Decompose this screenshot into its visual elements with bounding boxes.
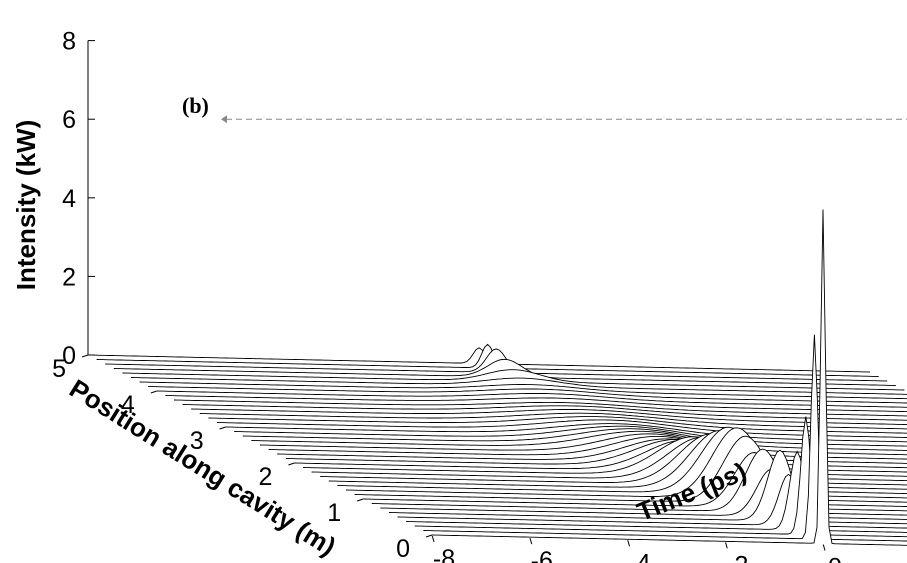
y-tick [357,498,364,502]
x-tick [822,543,826,551]
y-tick [288,462,295,466]
x-tick-label: -2 [726,551,748,563]
y-tick [150,390,157,394]
trace-line [371,448,907,516]
trace-line [234,425,907,447]
trace-line [302,436,907,482]
x-tick [529,536,533,545]
trace-line [259,433,907,460]
trace-line [397,473,907,529]
y-tick-label: 0 [396,535,410,563]
trace-line [251,430,907,456]
y-tick-label: 1 [327,499,341,527]
x-tick-label: -8 [433,545,455,563]
trace-line [388,449,907,525]
trace-line [225,423,907,443]
z-axis-title: Intensity (kW) [11,120,41,290]
y-tick-label: 5 [52,355,66,383]
trace-39 [423,334,907,543]
x-tick-label: -4 [628,549,650,563]
trace-line [199,412,907,430]
z-tick-label: 0 [62,342,76,370]
trace-line [345,427,907,503]
y-tick [425,534,433,538]
reference-line-group [221,115,907,124]
z-tick-label: 8 [62,28,76,56]
trace-40 [431,209,907,547]
y-tick [81,354,89,358]
trace-line [191,408,907,426]
x-tick-label: -6 [531,547,553,563]
trace-line [182,404,907,421]
trace-line [87,347,871,373]
trace-line [431,209,907,546]
y-tick-label: 2 [258,463,272,491]
y-tick-label: 4 [121,391,135,419]
trace-line [148,386,907,404]
trace-line [277,438,907,469]
trace-line [96,343,879,377]
z-tick-label: 2 [62,263,76,291]
trace-37 [406,450,907,534]
x-tick [724,541,728,549]
trace-fill [397,474,907,530]
reference-marker [221,115,227,124]
z-tick-label: 4 [62,185,76,213]
trace-line [216,419,907,438]
trace-line [156,390,907,408]
x-tick [431,534,435,543]
trace-line [406,450,907,533]
y-tick-label: 3 [190,427,204,455]
trace-line [423,334,907,542]
trace-line [113,358,896,386]
trace-line [139,381,907,400]
trace-line [122,369,905,391]
trace-line [337,426,907,499]
z-tick-label: 6 [62,106,76,134]
trace-line [414,416,907,538]
trace-line [242,428,907,451]
trace-line [268,435,907,464]
x-tick-label: 0 [828,554,842,563]
traces-group [87,209,907,547]
trace-line [363,452,907,512]
trace-line [130,377,907,395]
trace-line [354,435,907,507]
x-tick [627,539,630,547]
panel-label: (b) [182,93,209,118]
axes-group [81,40,826,551]
trace-line [105,348,888,382]
trace-line [285,439,907,473]
y-tick [219,426,226,430]
trace-36 [397,473,907,530]
trace-line [208,416,907,434]
